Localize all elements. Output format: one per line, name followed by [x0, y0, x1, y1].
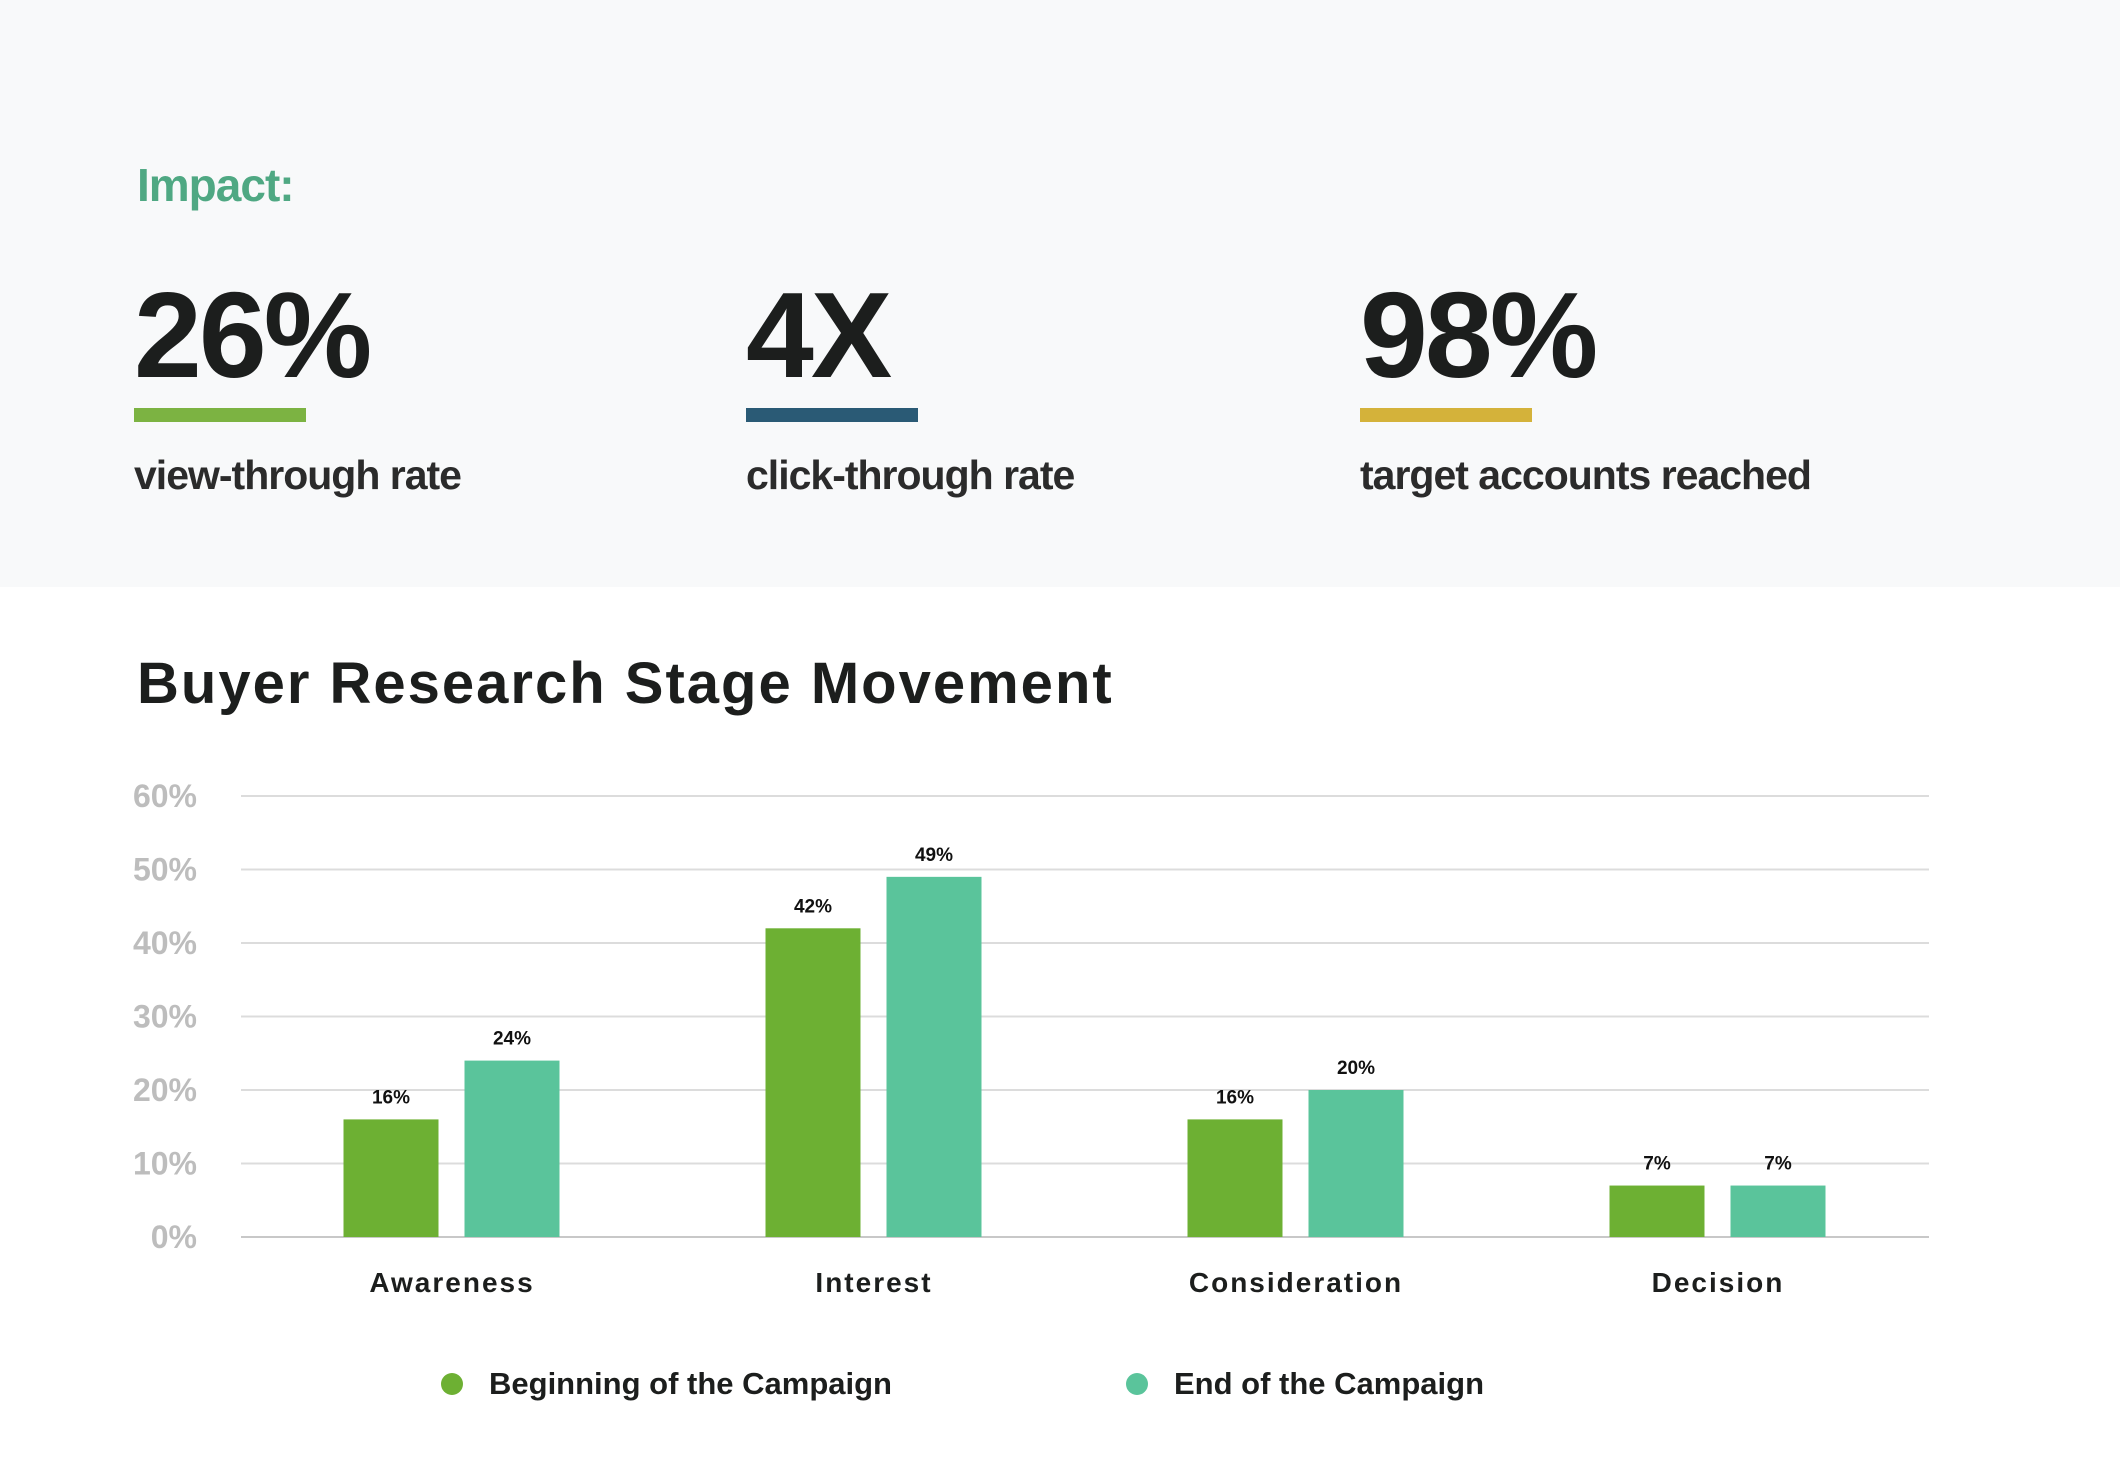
stat-accounts-reached: 98% target accounts reached	[1360, 267, 1812, 499]
x-category-label: Interest	[815, 1267, 932, 1298]
data-label: 49%	[915, 845, 953, 866]
bar-end	[1730, 1185, 1826, 1237]
y-tick-label: 0%	[151, 1219, 197, 1255]
stat-label: click-through rate	[746, 452, 1075, 498]
legend-label: Beginning of the Campaign	[489, 1366, 892, 1401]
x-category-label: Consideration	[1189, 1267, 1403, 1298]
y-tick-label: 20%	[133, 1072, 197, 1108]
chart-title: Buyer Research Stage Movement	[137, 651, 1114, 716]
impact-section: Impact: 26% view-through rate 4X click-t…	[0, 0, 2120, 587]
legend-item-beginning: Beginning of the Campaign	[441, 1366, 892, 1402]
data-label: 42%	[794, 896, 832, 917]
bar-beginning	[1609, 1185, 1705, 1237]
stat-value: 26%	[134, 267, 372, 403]
stat-click-through: 4X click-through rate	[746, 267, 1075, 499]
stat-underline	[746, 408, 918, 422]
data-label: 16%	[372, 1087, 410, 1108]
bar-end	[464, 1060, 560, 1237]
stat-view-through: 26% view-through rate	[134, 267, 462, 499]
bar-end	[1308, 1090, 1404, 1237]
y-tick-label: 60%	[133, 778, 197, 814]
legend-dot-icon	[1126, 1373, 1148, 1395]
bar-end	[886, 876, 982, 1237]
y-tick-label: 30%	[133, 999, 197, 1035]
stat-value: 4X	[746, 267, 892, 403]
y-tick-label: 40%	[133, 925, 197, 961]
stat-label: target accounts reached	[1360, 452, 1812, 498]
legend-label: End of the Campaign	[1174, 1366, 1484, 1401]
legend-dot-icon	[441, 1373, 463, 1395]
bar-beginning	[343, 1119, 439, 1237]
data-label: 20%	[1337, 1058, 1375, 1079]
stat-underline	[1360, 408, 1532, 422]
stat-value: 98%	[1360, 267, 1598, 403]
x-category-label: Decision	[1652, 1267, 1785, 1298]
y-tick-label: 10%	[133, 1146, 197, 1182]
bar-beginning	[765, 928, 861, 1237]
bar-beginning	[1187, 1119, 1283, 1237]
impact-heading: Impact:	[137, 159, 295, 211]
data-label: 16%	[1216, 1087, 1254, 1108]
stat-label: view-through rate	[134, 452, 462, 498]
data-label: 7%	[1764, 1154, 1792, 1175]
data-label: 7%	[1643, 1154, 1671, 1175]
data-label: 24%	[493, 1029, 531, 1050]
y-tick-label: 50%	[133, 852, 197, 888]
legend-item-end: End of the Campaign	[1126, 1366, 1484, 1402]
stat-underline	[134, 408, 306, 422]
x-category-label: Awareness	[369, 1267, 534, 1298]
